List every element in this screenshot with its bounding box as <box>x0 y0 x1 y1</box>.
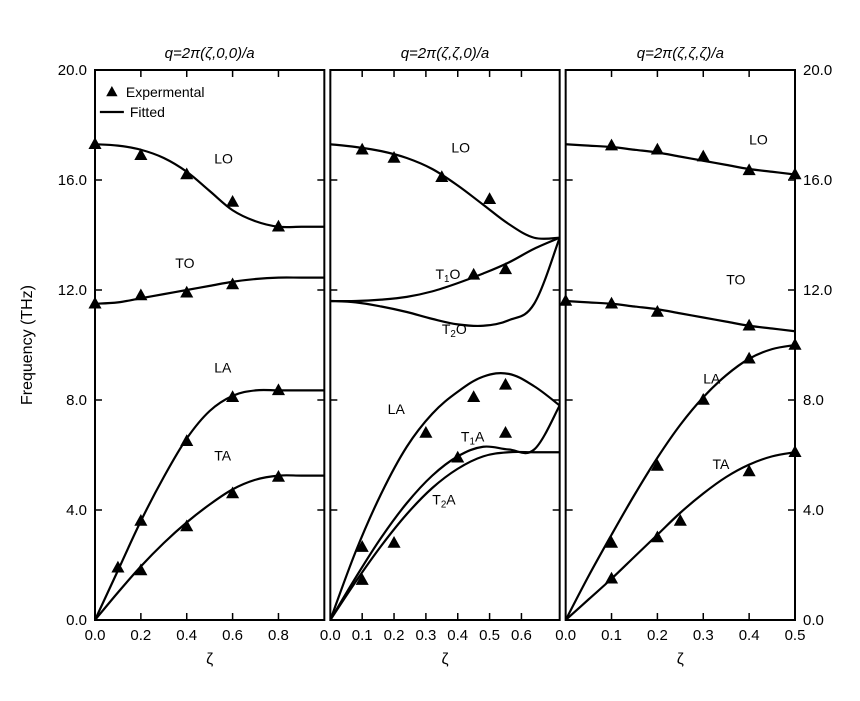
xaxis-label: ζ <box>441 651 448 668</box>
xtick-label: 0.5 <box>785 627 806 644</box>
marker-LO <box>652 144 663 154</box>
xaxis-label: ζ <box>206 651 213 668</box>
xtick-label: 0.4 <box>447 627 468 644</box>
marker-LO <box>484 193 495 203</box>
branch-label-TO: TO <box>175 255 194 271</box>
xtick-label: 0.1 <box>601 627 622 644</box>
branch-label-TA: TA <box>712 456 730 472</box>
xtick-label: 0.4 <box>739 627 760 644</box>
marker-LA <box>468 391 479 401</box>
ytick-label-left: 20.0 <box>58 62 87 79</box>
xtick-label: 0.2 <box>130 627 151 644</box>
xtick-label: 0.1 <box>352 627 373 644</box>
xtick-label: 0.2 <box>384 627 405 644</box>
marker-TA <box>789 446 800 456</box>
ytick-label-right: 12.0 <box>803 282 832 299</box>
curve-LO <box>95 144 324 227</box>
curve-LO <box>566 144 795 174</box>
marker-LA <box>227 391 238 401</box>
branch-label-LO: LO <box>214 151 233 167</box>
marker-T1A <box>500 427 511 437</box>
xtick-label: 0.0 <box>320 627 341 644</box>
xtick-label: 0.0 <box>555 627 576 644</box>
marker-T2A <box>388 537 399 547</box>
xtick-label: 0.3 <box>415 627 436 644</box>
xtick-label: 0.8 <box>268 627 289 644</box>
marker-TA <box>652 532 663 542</box>
marker-TO <box>652 306 663 316</box>
panel-0: 0.0 0.2 0.4 0.6 0.8 ζ 0.0 4.0 8.0 12.0 16.0 20.0 q=2… <box>58 45 325 668</box>
marker-LA <box>420 427 431 437</box>
branch-label-LO: LO <box>749 131 768 147</box>
legend-label-experimental: Expermental <box>126 84 205 100</box>
branch-label-LA: LA <box>703 371 721 387</box>
ytick-label-right: 8.0 <box>803 392 824 409</box>
xtick-label: 0.0 <box>85 627 106 644</box>
marker-T1O <box>468 269 479 279</box>
yaxis-label: Frequency (THz) <box>19 285 36 405</box>
curve-T1A <box>330 406 559 621</box>
branch-label-T1A: T1A <box>461 428 485 447</box>
marker-LA <box>698 394 709 404</box>
marker-LA <box>181 435 192 445</box>
curve-TO <box>566 301 795 331</box>
branch-label-TO: TO <box>726 272 745 288</box>
panel-title: q=2π(ζ,0,0)/a <box>165 45 255 62</box>
ytick-label-right: 20.0 <box>803 62 832 79</box>
curve-TO <box>95 278 324 304</box>
marker-TO <box>135 290 146 300</box>
panel-title: q=2π(ζ,ζ,ζ)/a <box>637 45 724 62</box>
xtick-label: 0.4 <box>176 627 197 644</box>
panel-1: 0.0 0.1 0.2 0.3 0.4 0.5 0.6 ζ q=2π(ζ,ζ,0)/a LO T1O… <box>320 45 560 668</box>
xtick-label: 0.6 <box>511 627 532 644</box>
branch-label-TA: TA <box>214 448 232 464</box>
curve-T2A <box>330 452 559 620</box>
branch-label-LO: LO <box>451 140 470 156</box>
curve-TA <box>566 452 795 620</box>
branch-label-T1O: T1O <box>435 266 460 285</box>
branch-label-T2A: T2A <box>432 492 456 511</box>
marker-LO <box>227 196 238 206</box>
marker-TO <box>227 279 238 289</box>
legend-label-fitted: Fitted <box>130 104 165 120</box>
marker-LA <box>789 339 800 349</box>
marker-LO <box>698 151 709 161</box>
ytick-label-right: 4.0 <box>803 502 824 519</box>
ytick-label-left: 8.0 <box>66 392 87 409</box>
panel-2: 0.0 0.1 0.2 0.3 0.4 0.5 ζ 0.0 4.0 8.0 12.0 16.0 20.0… <box>555 45 832 668</box>
marker-LA <box>500 379 511 389</box>
ytick-label-left: 4.0 <box>66 502 87 519</box>
ytick-label-left: 12.0 <box>58 282 87 299</box>
marker-LA <box>743 353 754 363</box>
ytick-label-left: 16.0 <box>58 172 87 189</box>
legend: Expermental Fitted <box>100 84 205 120</box>
curve-LO <box>330 144 559 239</box>
ytick-label-left: 0.0 <box>66 612 87 629</box>
xtick-label: 0.6 <box>222 627 243 644</box>
phonon-dispersion-figure: 0.0 0.2 0.4 0.6 0.8 ζ 0.0 4.0 8.0 12.0 16.0 20.0 q=2… <box>0 0 860 701</box>
curve-T1O <box>330 238 559 301</box>
marker-LO <box>606 140 617 150</box>
curve-LA <box>566 345 795 620</box>
marker-LA <box>135 515 146 525</box>
panel-title: q=2π(ζ,ζ,0)/a <box>401 45 490 62</box>
branch-label-LA: LA <box>388 401 406 417</box>
xtick-label: 0.5 <box>479 627 500 644</box>
ytick-label-right: 16.0 <box>803 172 832 189</box>
ytick-label-right: 0.0 <box>803 612 824 629</box>
xtick-label: 0.3 <box>693 627 714 644</box>
marker-TO <box>560 295 571 305</box>
branch-label-LA: LA <box>214 360 232 376</box>
xaxis-label: ζ <box>677 651 684 668</box>
xtick-label: 0.2 <box>647 627 668 644</box>
